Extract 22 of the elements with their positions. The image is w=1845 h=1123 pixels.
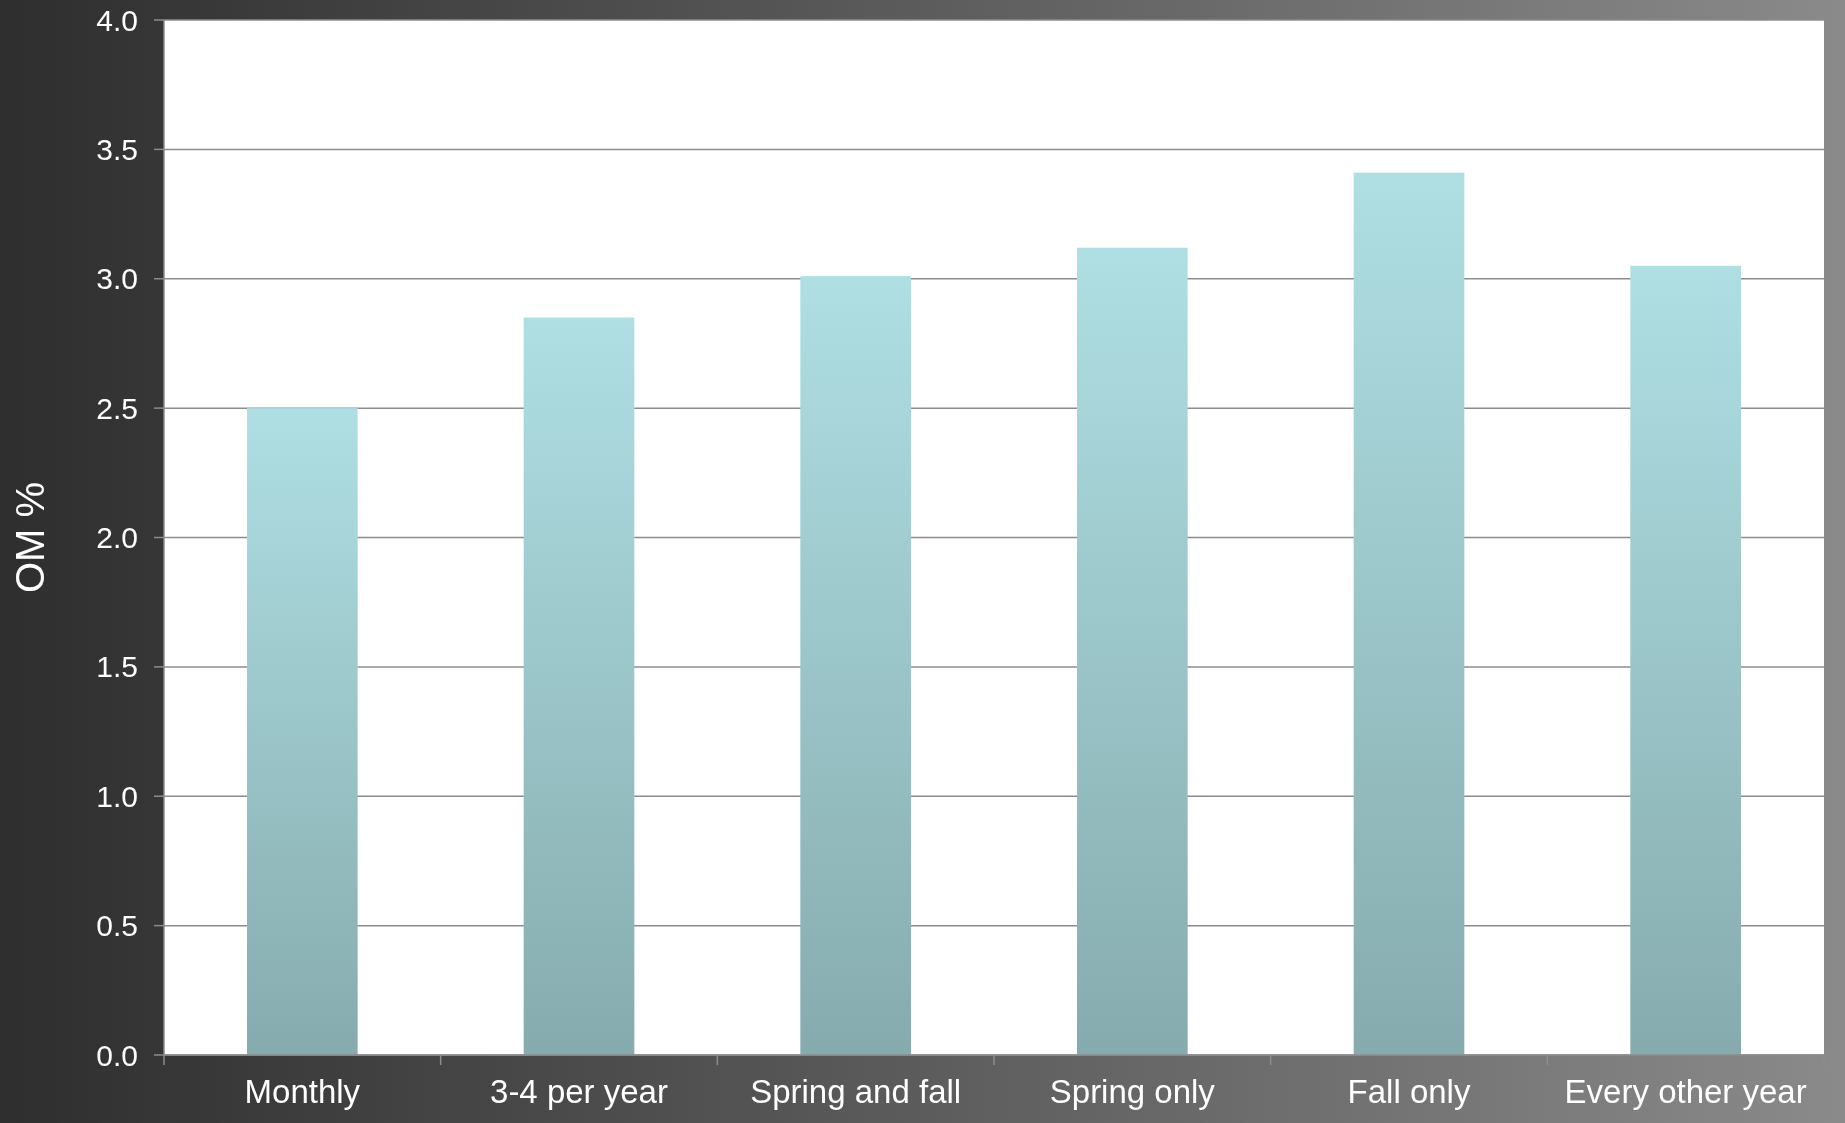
y-tick-label: 0.0	[96, 1038, 138, 1072]
x-tick-label: 3-4 per year	[490, 1073, 668, 1110]
bar	[800, 276, 911, 1055]
y-tick-label: 2.0	[96, 521, 138, 554]
y-tick-label: 4.0	[96, 3, 138, 37]
y-tick-label: 3.0	[96, 262, 138, 296]
y-tick-label: 3.5	[96, 132, 138, 166]
x-tick-label: Spring only	[1049, 1073, 1216, 1110]
x-tick-label: Monthly	[244, 1073, 361, 1110]
x-tick-label: Every other year	[1564, 1073, 1807, 1110]
x-tick-label: Fall only	[1347, 1073, 1471, 1110]
bar	[523, 317, 635, 1055]
y-tick-label: 1.0	[96, 779, 138, 813]
bar	[247, 408, 358, 1055]
bar	[1630, 265, 1741, 1055]
y-tick-label: 2.5	[96, 391, 138, 425]
y-tick-label: 1.5	[96, 650, 138, 684]
bar	[1353, 172, 1465, 1055]
y-tick-label: 0.5	[96, 909, 138, 943]
bar	[1077, 247, 1188, 1055]
y-axis-title: OM %	[8, 481, 52, 594]
x-tick-label: Spring and fall	[750, 1073, 962, 1110]
